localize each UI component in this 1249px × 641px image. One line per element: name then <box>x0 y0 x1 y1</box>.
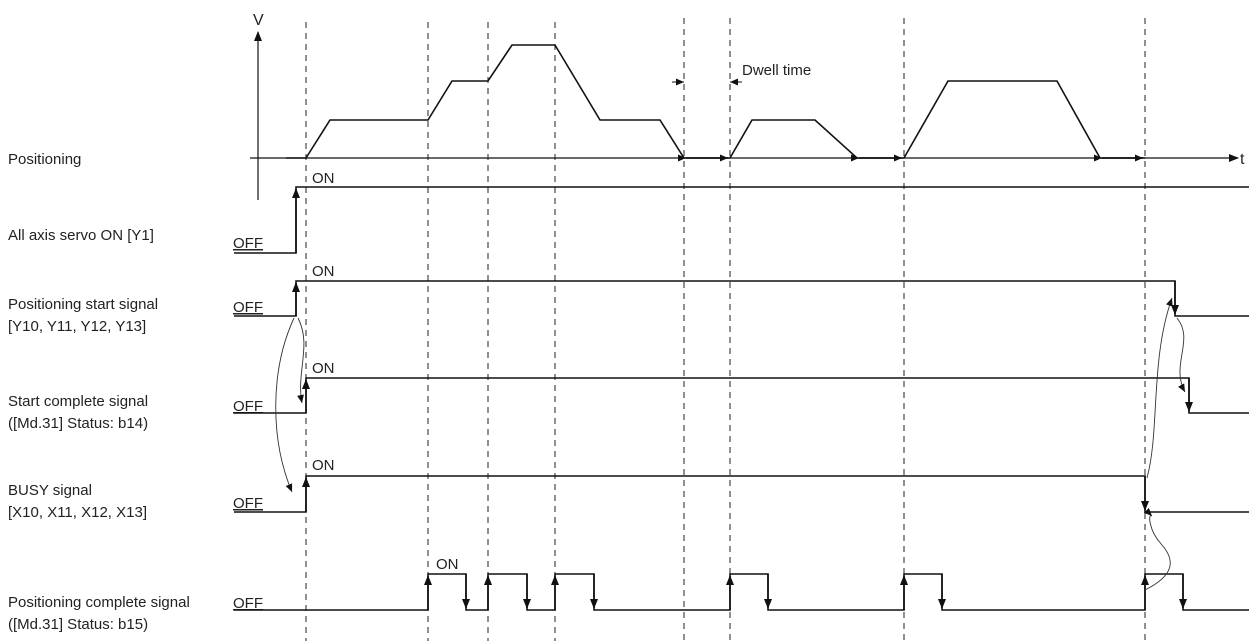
velocity-profile <box>286 44 1145 159</box>
waveform-startcomplete <box>234 377 1249 414</box>
signal-label-positioning: Positioning <box>8 151 81 168</box>
signal-label-busy-line2: [X10, X11, X12, X13] <box>8 504 147 521</box>
off-label: OFF <box>233 398 263 415</box>
on-label: ON <box>312 263 335 280</box>
velocity-axis-label: V <box>253 12 264 29</box>
cause-curve <box>297 317 305 404</box>
signal-label-poscomplete: Positioning complete signal <box>8 594 190 611</box>
on-label: ON <box>312 457 335 474</box>
on-label: ON <box>312 360 335 377</box>
off-label: OFF <box>233 495 263 512</box>
on-label: ON <box>436 556 459 573</box>
time-axis-label: t <box>1240 151 1245 168</box>
waveform-servo <box>234 186 1249 254</box>
signal-label-poscomplete-line2: ([Md.31] Status: b15) <box>8 616 148 633</box>
state-labels: OFF ON OFF ON OFF ON OFF ON OFF ON <box>233 170 459 612</box>
causality-curves <box>275 297 1186 591</box>
poscomplete-edge-arrows <box>424 574 1187 610</box>
on-label: ON <box>312 170 335 187</box>
signal-label-busy: BUSY signal <box>8 482 92 499</box>
signal-label-servo: All axis servo ON [Y1] <box>8 227 154 244</box>
cause-curve <box>1143 507 1171 591</box>
waveform-start <box>234 280 1249 317</box>
signal-label-startcomplete-line2: ([Md.31] Status: b14) <box>8 415 148 432</box>
waveform-poscomplete <box>234 573 1249 611</box>
off-label: OFF <box>233 235 263 252</box>
signal-label-startcomplete: Start complete signal <box>8 393 148 410</box>
off-label: OFF <box>233 299 263 316</box>
dwell-time-label: Dwell time <box>742 62 811 79</box>
cause-curve <box>275 317 295 493</box>
signal-label-start-line2: [Y10, Y11, Y12, Y13] <box>8 318 146 335</box>
cause-curve <box>1146 297 1173 479</box>
cause-curve <box>1176 317 1186 393</box>
signal-label-start: Positioning start signal <box>8 296 158 313</box>
timing-guides <box>305 18 1146 641</box>
off-label: OFF <box>233 595 263 612</box>
waveform-busy <box>234 475 1249 513</box>
dwell-time-dimension: Dwell time <box>672 62 811 86</box>
signal-labels: Positioning All axis servo ON [Y1] Posit… <box>8 151 190 633</box>
